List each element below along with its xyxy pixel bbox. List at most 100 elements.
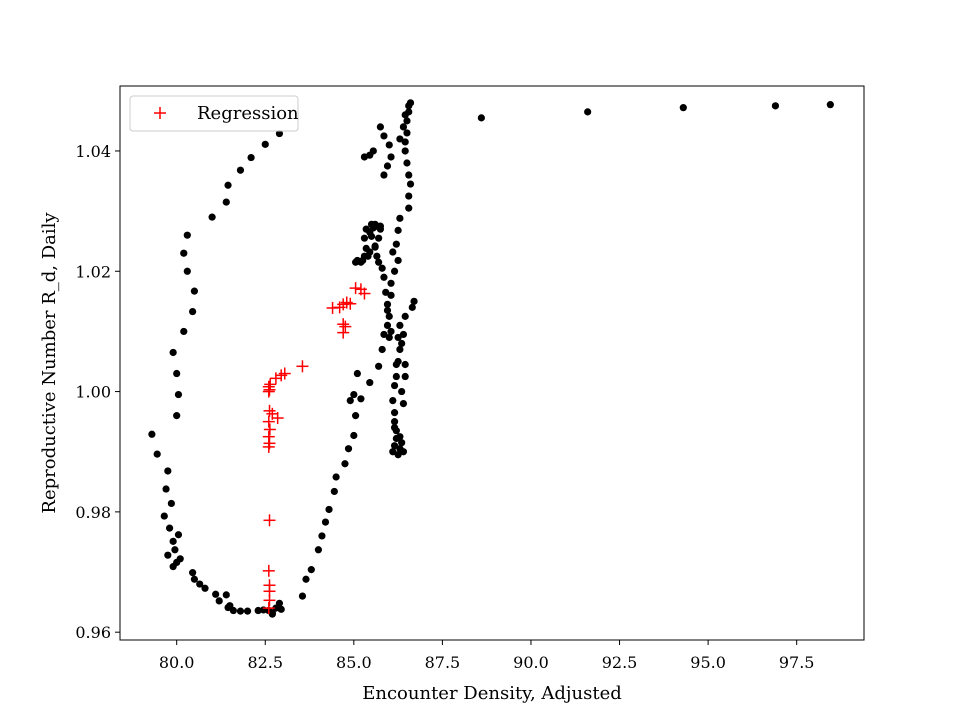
- regression-point: [349, 282, 362, 295]
- data-point: [385, 333, 393, 342]
- data-point: [366, 378, 374, 387]
- data-point: [325, 505, 333, 514]
- data-point: [174, 531, 183, 539]
- data-point: [196, 580, 204, 588]
- data-point: [350, 431, 358, 440]
- data-point: [401, 147, 409, 155]
- data-point: [318, 532, 326, 540]
- data-point: [302, 575, 310, 583]
- data-point: [164, 467, 172, 475]
- data-point: [380, 132, 388, 140]
- data-point: [398, 439, 406, 447]
- y-tick-label: 1.02: [75, 262, 111, 281]
- data-point: [183, 267, 191, 275]
- y-tick-label: 1.04: [75, 142, 111, 161]
- data-point: [332, 473, 340, 481]
- data-point: [390, 381, 399, 390]
- data-point: [183, 231, 191, 239]
- data-point: [401, 312, 409, 320]
- data-point: [352, 412, 360, 420]
- data-point: [389, 448, 397, 456]
- data-point: [174, 390, 183, 399]
- regression-point: [271, 412, 284, 425]
- data-point: [376, 123, 384, 131]
- data-point: [364, 252, 372, 260]
- data-point: [215, 597, 223, 605]
- data-point: [390, 409, 399, 417]
- regression-point: [296, 360, 309, 373]
- data-point: [399, 400, 408, 408]
- data-point: [236, 166, 245, 174]
- regression-point: [262, 430, 275, 443]
- regression-point: [263, 423, 276, 436]
- legend: Regression: [129, 95, 299, 132]
- data-point: [380, 171, 388, 179]
- data-point: [771, 102, 780, 110]
- data-point: [171, 546, 179, 554]
- x-tick-label: 80.0: [159, 653, 195, 672]
- data-point: [396, 321, 404, 330]
- data-point: [389, 248, 397, 256]
- regression-point: [269, 372, 282, 385]
- data-point: [275, 599, 284, 607]
- data-point: [153, 450, 161, 458]
- data-point: [398, 387, 406, 396]
- data-point: [307, 566, 315, 574]
- y-axis: 0.96 0.98 1.00 1.02 1.04: [75, 142, 120, 642]
- data-point: [224, 181, 232, 189]
- data-point: [389, 396, 397, 405]
- y-tick-label: 0.96: [75, 623, 111, 642]
- legend-box: [129, 95, 299, 132]
- data-point: [405, 171, 413, 179]
- data-point: [477, 114, 485, 122]
- x-tick-label: 92.5: [602, 653, 638, 672]
- y-axis-label: Reproductive Number R_d, Daily: [39, 212, 60, 514]
- x-tick-label: 97.5: [779, 653, 815, 672]
- regression-point: [262, 380, 275, 393]
- regression-point: [278, 367, 291, 380]
- x-tick-label: 95.0: [690, 653, 726, 672]
- data-point: [190, 575, 198, 583]
- regression-point: [262, 564, 275, 577]
- data-point: [390, 418, 399, 426]
- data-point: [236, 607, 245, 615]
- data-point: [394, 226, 402, 234]
- data-point: [403, 159, 411, 167]
- data-point: [373, 252, 381, 260]
- data-point: [403, 117, 411, 125]
- data-point: [362, 225, 370, 233]
- regression-point: [263, 404, 276, 417]
- data-point: [383, 300, 392, 308]
- data-point: [396, 135, 404, 143]
- data-point: [261, 140, 269, 148]
- data-point: [169, 537, 177, 545]
- data-point: [399, 448, 408, 456]
- data-point: [357, 395, 365, 403]
- data-point: [392, 434, 400, 443]
- data-point: [189, 569, 197, 577]
- x-axis-label: Encounter Density, Adjusted: [362, 683, 622, 704]
- data-point: [166, 524, 174, 532]
- data-point: [201, 584, 209, 592]
- data-point: [405, 204, 413, 212]
- data-point: [385, 312, 393, 320]
- y-tick-label: 1.00: [75, 383, 111, 402]
- data-point: [254, 606, 262, 615]
- regression-point: [344, 297, 357, 310]
- data-point: [173, 369, 181, 378]
- y-tick-label: 0.98: [75, 503, 111, 522]
- legend-entry-regression: Regression: [197, 103, 299, 124]
- data-point: [390, 424, 399, 432]
- data-point: [401, 372, 409, 381]
- x-axis: 80.0 82.5 85.0 87.5 90.0 92.5 95.0 97.5: [159, 640, 815, 672]
- data-point: [229, 606, 237, 615]
- data-point: [189, 307, 197, 316]
- x-tick-label: 85.0: [336, 653, 372, 672]
- data-point: [394, 256, 402, 265]
- data-point: [584, 108, 592, 116]
- data-point: [330, 487, 338, 496]
- data-point: [383, 321, 392, 330]
- data-point: [401, 360, 409, 369]
- data-point: [346, 396, 354, 405]
